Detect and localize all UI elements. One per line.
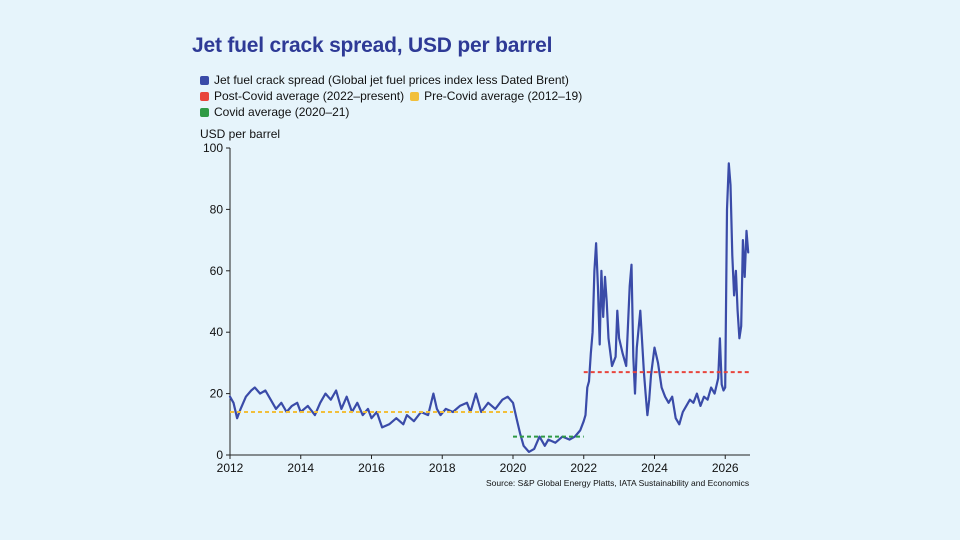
legend-swatch-pre-covid	[410, 91, 420, 101]
x-tick-label: 2020	[500, 461, 527, 475]
x-tick-label: 2018	[429, 461, 456, 475]
x-tick-label: 2024	[641, 461, 668, 475]
x-tick-label: 2022	[570, 461, 597, 475]
legend-item-jet: Jet fuel crack spread (Global jet fuel p…	[200, 72, 569, 88]
legend-row-1: Jet fuel crack spread (Global jet fuel p…	[200, 72, 588, 88]
y-tick-label: 20	[210, 387, 224, 401]
legend-item-post-covid: Post-Covid average (2022–present)	[200, 88, 404, 104]
chart-title: Jet fuel crack spread, USD per barrel	[192, 34, 553, 57]
source-note: Source: S&P Global Energy Platts, IATA S…	[486, 478, 750, 488]
legend-label-jet: Jet fuel crack spread (Global jet fuel p…	[214, 73, 569, 87]
legend-swatch-post-covid	[200, 91, 209, 101]
legend-label-post-covid: Post-Covid average (2022–present)	[214, 89, 405, 103]
y-axis-label: USD per barrel	[200, 127, 281, 141]
chart-legend: Jet fuel crack spread (Global jet fuel p…	[200, 72, 588, 120]
y-tick-label: 100	[203, 141, 223, 155]
y-tick-label: 40	[210, 325, 224, 339]
legend-row-3: Covid average (2020–21)	[200, 104, 588, 120]
legend-swatch-covid	[200, 107, 209, 117]
y-tick-label: 60	[210, 264, 224, 278]
y-tick-label: 0	[216, 448, 223, 462]
legend-label-pre-covid: Pre-Covid average (2012–19)	[424, 89, 583, 103]
legend-swatch-jet	[200, 75, 209, 85]
jet-fuel-crack-spread-line	[228, 162, 750, 453]
legend-label-covid: Covid average (2020–21)	[214, 105, 350, 119]
legend-item-covid: Covid average (2020–21)	[200, 104, 349, 120]
x-tick-label: 2026	[712, 461, 739, 475]
x-tick-label: 2012	[217, 461, 244, 475]
legend-item-pre-covid: Pre-Covid average (2012–19)	[410, 88, 582, 104]
y-tick-label: 80	[210, 202, 224, 216]
x-tick-label: 2016	[358, 461, 385, 475]
legend-row-2: Post-Covid average (2022–present) Pre-Co…	[200, 88, 588, 104]
x-tick-label: 2014	[287, 461, 314, 475]
